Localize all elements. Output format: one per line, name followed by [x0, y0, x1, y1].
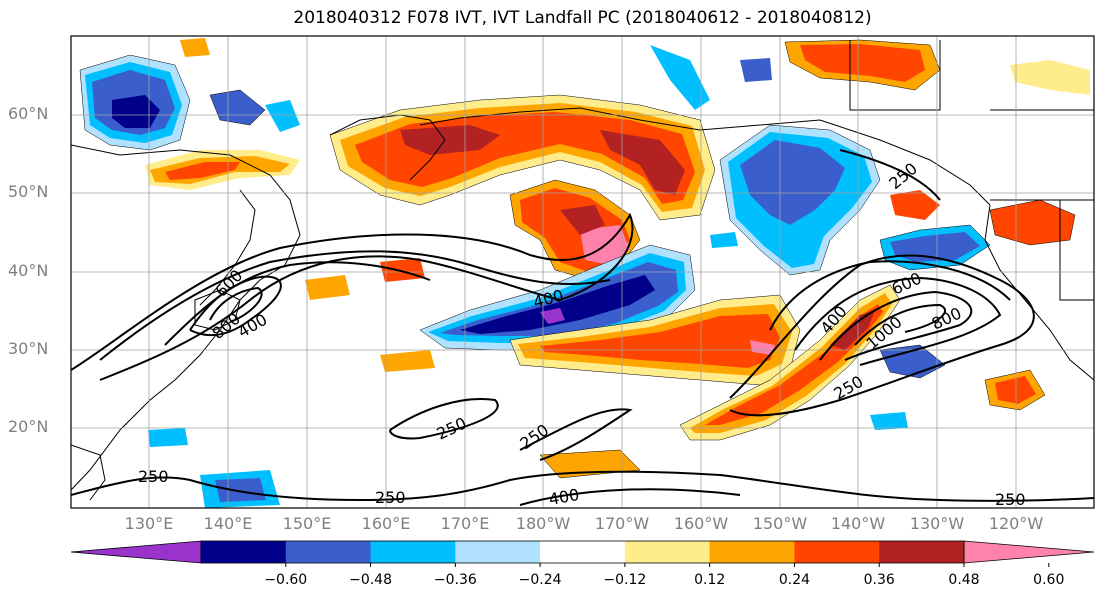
map-frame [70, 35, 1095, 509]
contour-label-250-se: 250 [995, 490, 1026, 509]
ivt-contours [71, 149, 1094, 506]
contour-label-250-sw: 250 [138, 467, 169, 486]
lon-label-120w: 120°W [988, 514, 1044, 533]
positive-region-northeast [784, 39, 1090, 411]
negative-region-gulf-alaska [719, 124, 991, 379]
colorbar-tick-label: 0.12 [694, 572, 726, 588]
negative-region-nw [79, 54, 300, 151]
colorbar-segment [455, 541, 541, 563]
colorbar-tick-label: −0.36 [433, 572, 477, 588]
lon-label-140e: 140°E [203, 514, 253, 533]
contour-label-250-ne: 250 [885, 159, 921, 193]
colorbar-segment [201, 541, 287, 563]
lat-label-20n: 20°N [8, 417, 49, 436]
positive-tongue-central [509, 179, 641, 281]
colorbar-segment [794, 541, 880, 563]
lat-label-40n: 40°N [8, 261, 49, 280]
colorbar-extend-high [963, 540, 1095, 564]
positive-region-subtropical [509, 294, 801, 386]
colorbar-segment [624, 541, 711, 563]
lon-label-180w: 180°W [515, 514, 571, 533]
map-title: 2018040312 F078 IVT, IVT Landfall PC (20… [293, 8, 872, 28]
shading-layer [71, 38, 1094, 508]
positive-region-okhotsk [145, 150, 300, 190]
colorbar-tick-label: 0.48 [948, 572, 980, 588]
lon-label-160e: 160°E [361, 514, 411, 533]
contour-label-250-s: 250 [375, 488, 406, 507]
colorbar-tick-label: −0.12 [603, 572, 647, 588]
lon-label-150w: 150°W [752, 514, 808, 533]
colorbar-extend-low [70, 540, 202, 564]
colorbar-tick-label: −0.24 [518, 572, 562, 588]
lon-label-160w: 160°W [673, 514, 729, 533]
contour-label-400-south: 400 [547, 485, 580, 509]
colorbar-tick-label: 0.36 [863, 572, 895, 588]
lon-label-170w: 170°W [594, 514, 650, 533]
colorbar-segment [709, 541, 795, 563]
colorbar-tick-label: 0.24 [778, 572, 811, 588]
colorbar-tick-label: −0.60 [264, 572, 308, 588]
lon-label-130e: 130°E [124, 514, 174, 533]
colorbar-segment [879, 541, 965, 563]
contour-label-600-west: 600 [211, 266, 246, 301]
colorbar-frame [200, 540, 965, 564]
lon-label-150e: 150°E [282, 514, 332, 533]
contour-label-250-mid: 250 [434, 413, 470, 443]
lon-label-140w: 140°W [830, 514, 886, 533]
colorbar-tick-label: 0.60 [1033, 572, 1065, 588]
positive-region-north-pacific [329, 94, 716, 221]
colorbar [70, 540, 1095, 567]
lon-label-170e: 170°E [440, 514, 490, 533]
lat-label-50n: 50°N [8, 182, 49, 201]
colorbar-segment [285, 541, 372, 563]
colorbar-segment [370, 541, 456, 563]
lon-label-130w: 130°W [909, 514, 965, 533]
lat-label-60n: 60°N [8, 104, 49, 123]
colorbar-tick-label: −0.48 [349, 572, 392, 588]
colorbar-segment [540, 541, 626, 563]
lat-label-30n: 30°N [8, 339, 49, 358]
